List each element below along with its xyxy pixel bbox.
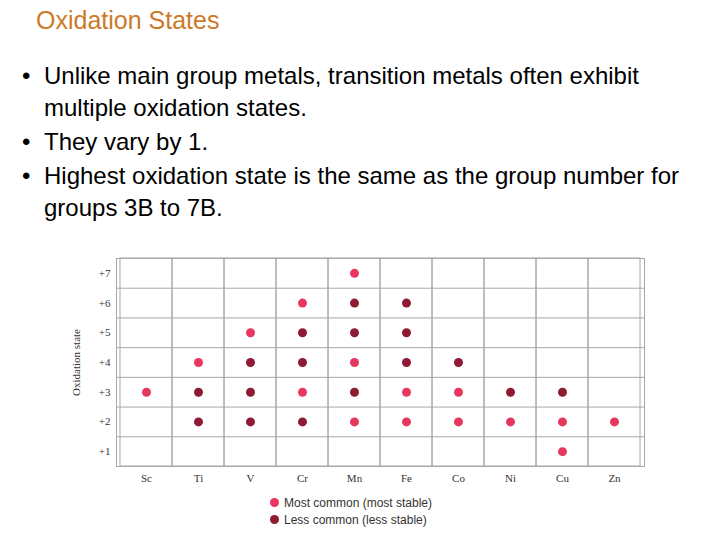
svg-text:Co: Co bbox=[452, 472, 465, 484]
svg-text:+4: +4 bbox=[99, 356, 111, 368]
html-text:They vary by 1.: They vary by 1. bbox=[44, 128, 209, 155]
svg-text:Oxidation state: Oxidation state bbox=[70, 329, 82, 396]
svg-text:Cu: Cu bbox=[556, 472, 569, 484]
html-text:Less common (less stable): Less common (less stable) bbox=[284, 512, 427, 527]
html-text:Unlike main group metals, tran: Unlike main group metals, transition met… bbox=[44, 62, 639, 121]
svg-text:Ti: Ti bbox=[194, 472, 203, 484]
svg-text:Cr: Cr bbox=[297, 472, 308, 484]
html-text:Highest oxidation state is the: Highest oxidation state is the same as t… bbox=[44, 162, 679, 221]
svg-text:+2: +2 bbox=[99, 415, 111, 427]
svg-text:Fe: Fe bbox=[401, 472, 412, 484]
svg-text:+5: +5 bbox=[99, 326, 111, 338]
svg-text:+1: +1 bbox=[99, 445, 111, 457]
svg-text:Zn: Zn bbox=[608, 472, 621, 484]
svg-text:Ni: Ni bbox=[505, 472, 516, 484]
svg-text:+6: +6 bbox=[99, 297, 111, 309]
svg-text:+3: +3 bbox=[99, 386, 111, 398]
svg-text:+7: +7 bbox=[99, 267, 111, 279]
svg-text:Mn: Mn bbox=[347, 472, 363, 484]
html-text:Oxidation States: Oxidation States bbox=[36, 6, 220, 34]
svg-text:Sc: Sc bbox=[141, 472, 152, 484]
html-text:Most common (most stable): Most common (most stable) bbox=[284, 495, 432, 510]
svg-text:V: V bbox=[247, 472, 255, 484]
